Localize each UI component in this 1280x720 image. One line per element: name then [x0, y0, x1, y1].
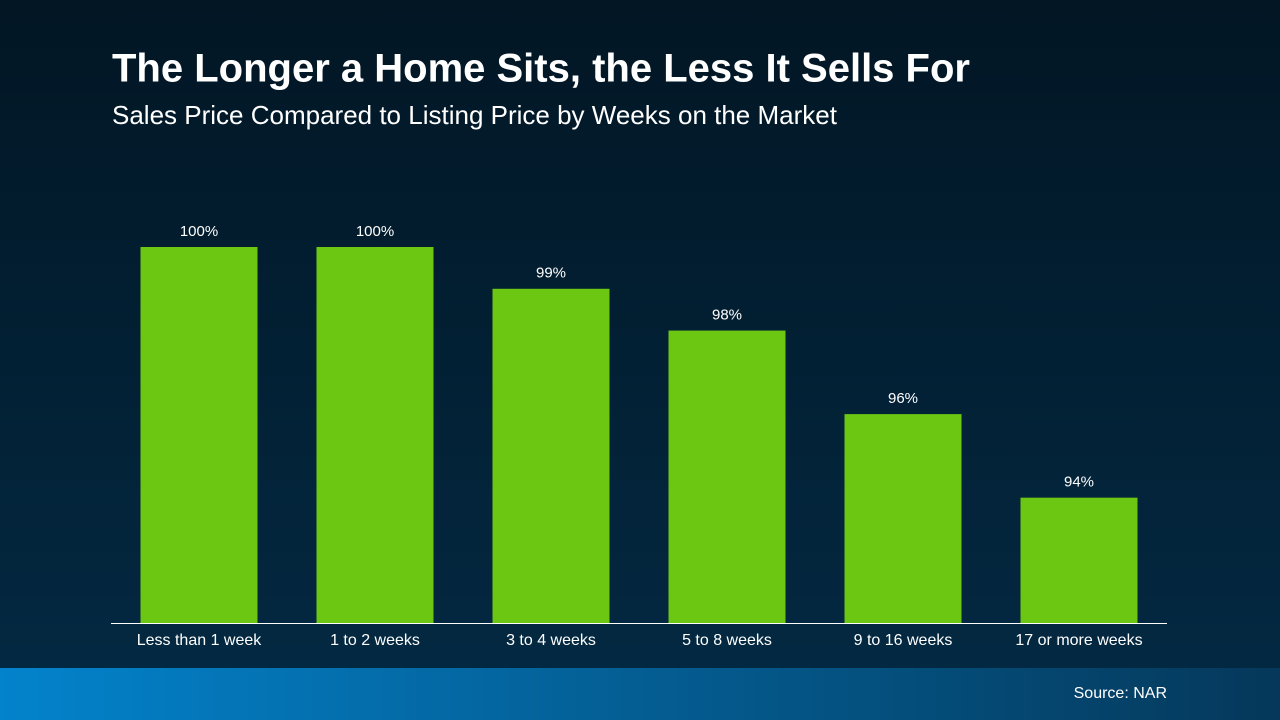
x-tick-label: 3 to 4 weeks [506, 632, 596, 649]
x-tick-label: 9 to 16 weeks [854, 632, 953, 649]
bar [492, 288, 610, 623]
x-tick-label: 5 to 8 weeks [682, 632, 772, 649]
chart-subtitle: Sales Price Compared to Listing Price by… [112, 100, 838, 130]
x-tick-label: Less than 1 week [137, 632, 263, 649]
chart-title: The Longer a Home Sits, the Less It Sell… [112, 47, 970, 91]
value-label: 98% [712, 307, 742, 324]
value-label: 94% [1064, 474, 1094, 491]
bar [844, 414, 962, 623]
value-label: 99% [536, 265, 566, 282]
bar [1020, 497, 1138, 623]
x-tick-label: 1 to 2 weeks [330, 632, 420, 649]
bar [140, 247, 258, 623]
bar [316, 247, 434, 623]
value-label: 96% [888, 390, 918, 407]
footer-band [0, 668, 1280, 720]
value-label: 100% [356, 223, 394, 240]
x-tick-label: 17 or more weeks [1015, 632, 1142, 649]
bar [668, 330, 786, 623]
source: Source: NAR [1074, 685, 1167, 702]
value-label: 100% [180, 223, 218, 240]
